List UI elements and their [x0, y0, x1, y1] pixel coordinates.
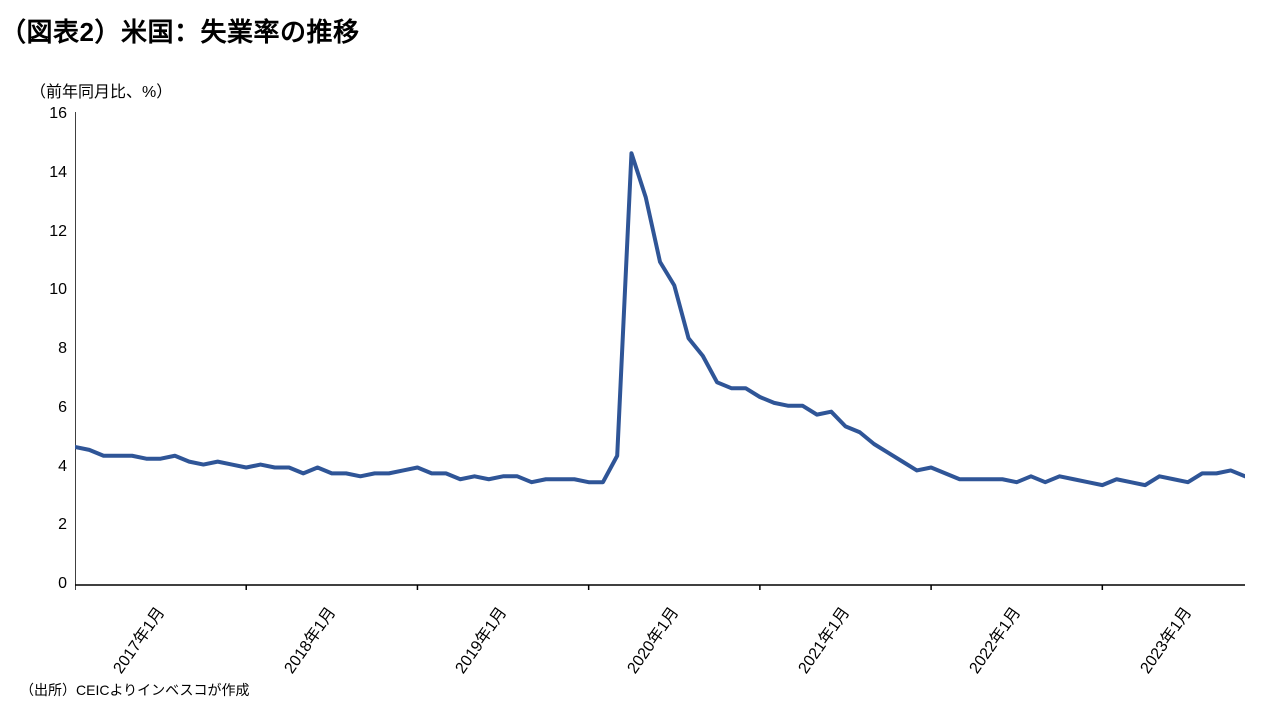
y-tick-label: 8	[27, 340, 67, 358]
y-tick-label: 16	[27, 105, 67, 123]
unemployment-line	[75, 153, 1245, 485]
y-tick-label: 10	[27, 281, 67, 299]
plot-svg	[75, 110, 1245, 590]
chart-subtitle: （前年同月比、%）	[30, 78, 172, 102]
chart-container: （図表2）米国：失業率の推移 （前年同月比、%） （出所）CEICよりインベスコ…	[0, 0, 1280, 720]
y-tick-label: 14	[27, 164, 67, 182]
chart-source: （出所）CEICよりインベスコが作成	[20, 680, 249, 700]
plot-area	[75, 110, 1245, 590]
chart-title: （図表2）米国：失業率の推移	[0, 12, 359, 49]
y-tick-label: 6	[27, 399, 67, 417]
x-tick-label: 2017年1月	[106, 601, 170, 677]
y-tick-label: 2	[27, 516, 67, 534]
x-tick-label: 2018年1月	[277, 601, 341, 677]
x-tick-label: 2021年1月	[790, 601, 854, 677]
x-tick-label: 2019年1月	[448, 601, 512, 677]
x-tick-label: 2023年1月	[1133, 601, 1197, 677]
x-tick-label: 2020年1月	[619, 601, 683, 677]
y-tick-label: 4	[27, 458, 67, 476]
y-tick-label: 12	[27, 223, 67, 241]
y-tick-label: 0	[27, 575, 67, 593]
x-tick-label: 2022年1月	[962, 601, 1026, 677]
